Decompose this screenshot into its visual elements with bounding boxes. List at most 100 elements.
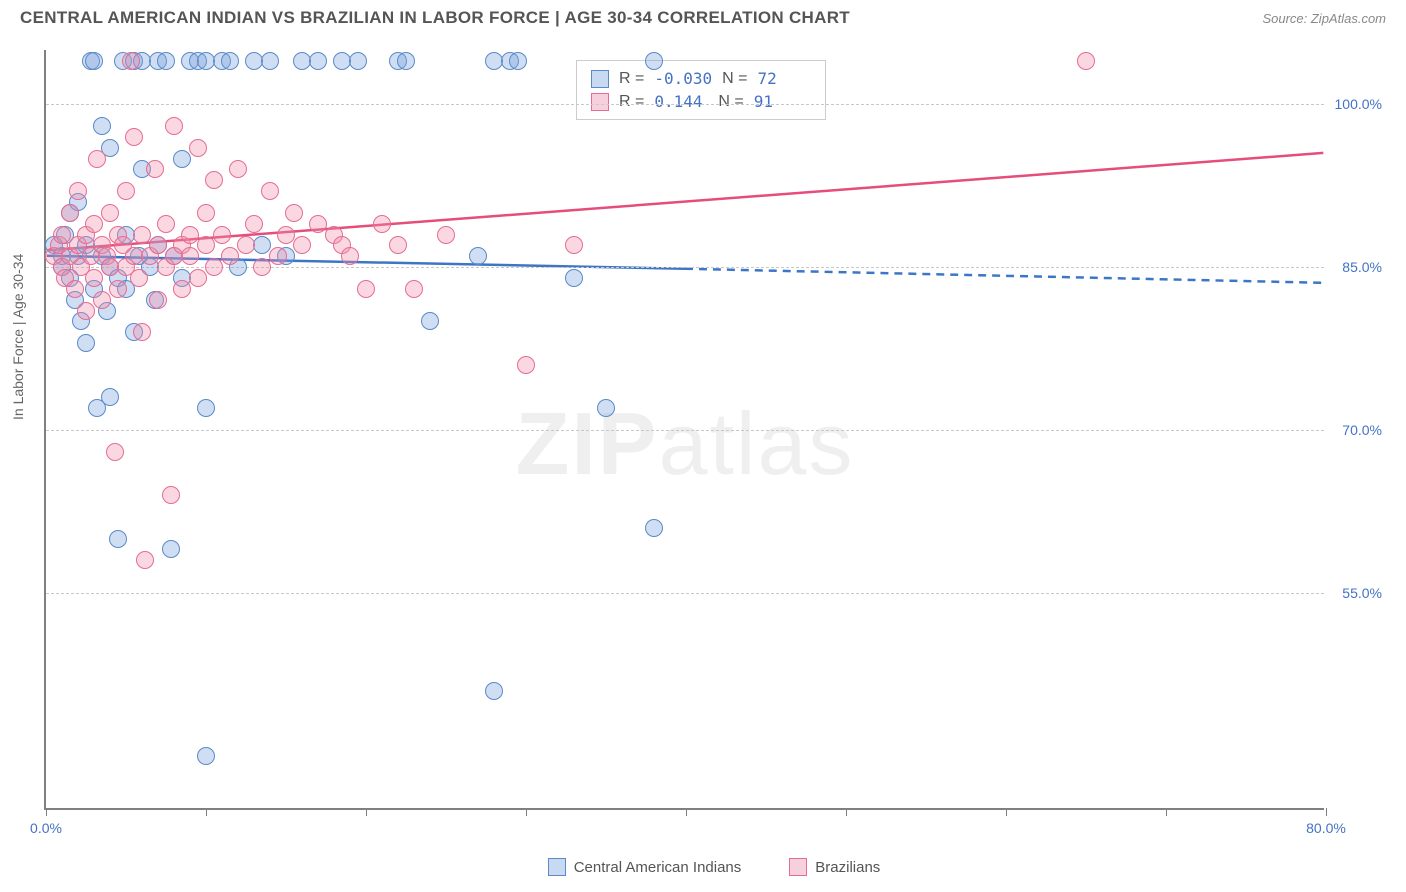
data-point bbox=[597, 399, 615, 417]
data-point bbox=[101, 204, 119, 222]
data-point bbox=[117, 182, 135, 200]
data-point bbox=[197, 747, 215, 765]
data-point bbox=[221, 247, 239, 265]
stats-r-value: -0.030 bbox=[654, 69, 712, 88]
data-point bbox=[165, 117, 183, 135]
data-point bbox=[205, 258, 223, 276]
x-tick-label: 80.0% bbox=[1306, 820, 1346, 836]
data-point bbox=[213, 226, 231, 244]
stats-row-series-2: R = 0.144 N = 91 bbox=[591, 90, 811, 113]
data-point bbox=[253, 258, 271, 276]
data-point bbox=[509, 52, 527, 70]
data-point bbox=[357, 280, 375, 298]
data-point bbox=[237, 236, 255, 254]
x-tick bbox=[1166, 808, 1167, 816]
data-point bbox=[645, 52, 663, 70]
data-point bbox=[66, 280, 84, 298]
data-point bbox=[173, 280, 191, 298]
stats-r-value: 0.144 bbox=[654, 92, 708, 111]
data-point bbox=[149, 236, 167, 254]
stats-r-label: R = bbox=[619, 93, 644, 111]
data-point bbox=[437, 226, 455, 244]
square-swatch-icon bbox=[591, 93, 609, 111]
data-point bbox=[69, 182, 87, 200]
data-point bbox=[197, 204, 215, 222]
data-point bbox=[88, 150, 106, 168]
data-point bbox=[421, 312, 439, 330]
y-tick-label: 55.0% bbox=[1328, 585, 1382, 601]
data-point bbox=[309, 215, 327, 233]
x-tick bbox=[1006, 808, 1007, 816]
data-point bbox=[1077, 52, 1095, 70]
data-point bbox=[645, 519, 663, 537]
data-point bbox=[277, 226, 295, 244]
data-point bbox=[205, 171, 223, 189]
data-point bbox=[122, 52, 140, 70]
data-point bbox=[189, 269, 207, 287]
x-tick bbox=[206, 808, 207, 816]
chart-title: CENTRAL AMERICAN INDIAN VS BRAZILIAN IN … bbox=[20, 8, 850, 28]
bottom-legend: Central American Indians Brazilians bbox=[44, 858, 1384, 876]
data-point bbox=[349, 52, 367, 70]
data-point bbox=[397, 52, 415, 70]
data-point bbox=[285, 204, 303, 222]
stats-n-label: N = bbox=[718, 93, 743, 111]
data-point bbox=[109, 280, 127, 298]
legend-item-series-1: Central American Indians bbox=[548, 858, 742, 876]
data-point bbox=[197, 399, 215, 417]
data-point bbox=[341, 247, 359, 265]
stats-n-value: 91 bbox=[754, 92, 808, 111]
square-swatch-icon bbox=[548, 858, 566, 876]
stats-row-series-1: R = -0.030 N = 72 bbox=[591, 67, 811, 90]
data-point bbox=[189, 139, 207, 157]
legend-label: Central American Indians bbox=[574, 859, 742, 876]
data-point bbox=[149, 291, 167, 309]
data-point bbox=[309, 52, 327, 70]
data-point bbox=[253, 236, 271, 254]
data-point bbox=[93, 291, 111, 309]
data-point bbox=[565, 236, 583, 254]
stats-r-label: R = bbox=[619, 70, 644, 88]
data-point bbox=[293, 236, 311, 254]
stats-legend-box: R = -0.030 N = 72 R = 0.144 N = 91 bbox=[576, 60, 826, 120]
data-point bbox=[181, 226, 199, 244]
data-point bbox=[197, 236, 215, 254]
square-swatch-icon bbox=[591, 70, 609, 88]
data-point bbox=[565, 269, 583, 287]
data-point bbox=[157, 52, 175, 70]
legend-label: Brazilians bbox=[815, 859, 880, 876]
data-point bbox=[133, 226, 151, 244]
data-point bbox=[130, 269, 148, 287]
data-point bbox=[173, 150, 191, 168]
y-tick-label: 70.0% bbox=[1328, 422, 1382, 438]
x-tick bbox=[686, 808, 687, 816]
data-point bbox=[125, 128, 143, 146]
data-point bbox=[517, 356, 535, 374]
data-point bbox=[261, 182, 279, 200]
data-point bbox=[245, 215, 263, 233]
data-point bbox=[485, 682, 503, 700]
data-point bbox=[93, 117, 111, 135]
data-point bbox=[77, 334, 95, 352]
data-point bbox=[85, 215, 103, 233]
data-point bbox=[405, 280, 423, 298]
source-attribution: Source: ZipAtlas.com bbox=[1262, 11, 1386, 26]
y-axis-label: In Labor Force | Age 30-34 bbox=[10, 254, 26, 420]
scatter-plot: ZIPatlas R = -0.030 N = 72 R = 0.144 N =… bbox=[44, 50, 1324, 810]
watermark: ZIPatlas bbox=[516, 393, 855, 495]
x-tick bbox=[1326, 808, 1327, 816]
y-tick-label: 100.0% bbox=[1328, 96, 1382, 112]
x-tick bbox=[526, 808, 527, 816]
gridline bbox=[46, 593, 1324, 594]
data-point bbox=[85, 52, 103, 70]
x-tick-label: 0.0% bbox=[30, 820, 62, 836]
data-point bbox=[136, 551, 154, 569]
data-point bbox=[469, 247, 487, 265]
data-point bbox=[85, 269, 103, 287]
legend-item-series-2: Brazilians bbox=[789, 858, 880, 876]
data-point bbox=[53, 226, 71, 244]
data-point bbox=[101, 388, 119, 406]
data-point bbox=[162, 540, 180, 558]
x-tick bbox=[46, 808, 47, 816]
data-point bbox=[109, 530, 127, 548]
